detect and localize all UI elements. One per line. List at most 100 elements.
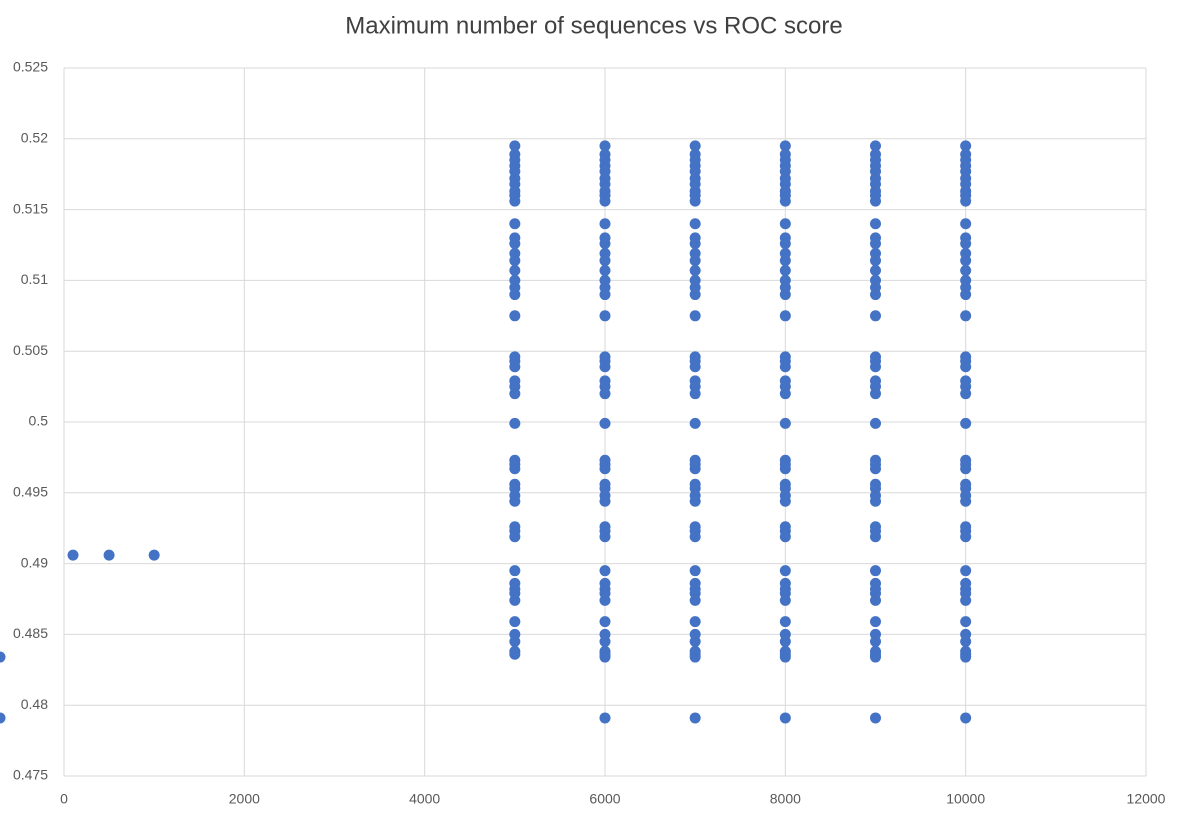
point (870, 238, 881, 250)
point (779, 565, 791, 577)
y-tick-label: 0.51 (21, 271, 48, 287)
point (870, 264, 881, 276)
point (599, 289, 611, 301)
point (509, 594, 521, 606)
x-tick-label: 6000 (589, 791, 620, 807)
y-tick-label: 0.475 (13, 767, 48, 783)
point (870, 712, 881, 724)
point (779, 238, 791, 250)
point (779, 635, 791, 647)
point (0, 651, 6, 663)
point (509, 264, 521, 276)
point (960, 648, 972, 660)
point (960, 531, 972, 543)
point (779, 531, 791, 543)
y-tick-label: 0.485 (13, 625, 48, 641)
point (599, 594, 611, 606)
point (960, 140, 972, 152)
point (509, 310, 521, 322)
point (599, 140, 611, 152)
point (509, 565, 521, 577)
x-tick-label: 12000 (1127, 791, 1166, 807)
point (509, 289, 521, 301)
point (599, 417, 611, 429)
point (960, 195, 972, 207)
point (599, 531, 611, 543)
point (509, 635, 521, 647)
point (509, 140, 521, 152)
point (599, 361, 611, 373)
point (689, 565, 701, 577)
point (67, 549, 79, 561)
point (960, 255, 972, 267)
x-tick-label: 8000 (770, 791, 801, 807)
point (779, 255, 791, 267)
point (689, 195, 701, 207)
point (509, 616, 521, 628)
point (960, 616, 972, 628)
point (870, 565, 881, 577)
point (779, 495, 791, 507)
point (509, 388, 521, 400)
point (779, 140, 791, 152)
point (509, 531, 521, 543)
point (509, 238, 521, 250)
point (689, 310, 701, 322)
point (960, 310, 972, 322)
point (779, 463, 791, 475)
point (779, 289, 791, 301)
point (870, 361, 881, 373)
x-tick-label: 4000 (409, 791, 440, 807)
point (870, 195, 881, 207)
point (148, 549, 160, 561)
point (779, 361, 791, 373)
point (779, 648, 791, 660)
point (779, 264, 791, 276)
point (689, 712, 701, 724)
point (960, 264, 972, 276)
point (599, 463, 611, 475)
point (599, 648, 611, 660)
point (599, 255, 611, 267)
y-tick-label: 0.505 (13, 342, 48, 358)
y-tick-label: 0.515 (13, 200, 48, 216)
point (599, 565, 611, 577)
point (689, 264, 701, 276)
point (599, 218, 611, 230)
x-tick-label: 10000 (946, 791, 985, 807)
point (960, 594, 972, 606)
point (689, 648, 701, 660)
point (689, 635, 701, 647)
point (509, 417, 521, 429)
point (689, 616, 701, 628)
point (960, 565, 972, 577)
point (779, 417, 791, 429)
point (689, 218, 701, 230)
point (689, 594, 701, 606)
point (870, 255, 881, 267)
point (689, 417, 701, 429)
point (599, 195, 611, 207)
point (689, 388, 701, 400)
point (779, 310, 791, 322)
point (779, 388, 791, 400)
point (870, 495, 881, 507)
point (509, 495, 521, 507)
point (599, 238, 611, 250)
point (689, 463, 701, 475)
point (870, 289, 881, 301)
point (960, 218, 972, 230)
chart-title: Maximum number of sequences vs ROC score (345, 12, 843, 39)
point (689, 495, 701, 507)
point (0, 712, 6, 724)
point (870, 635, 881, 647)
point (870, 140, 881, 152)
point (870, 417, 881, 429)
point (599, 495, 611, 507)
point (870, 218, 881, 230)
point (103, 549, 115, 561)
y-tick-label: 0.495 (13, 484, 48, 500)
point (689, 238, 701, 250)
point (689, 289, 701, 301)
